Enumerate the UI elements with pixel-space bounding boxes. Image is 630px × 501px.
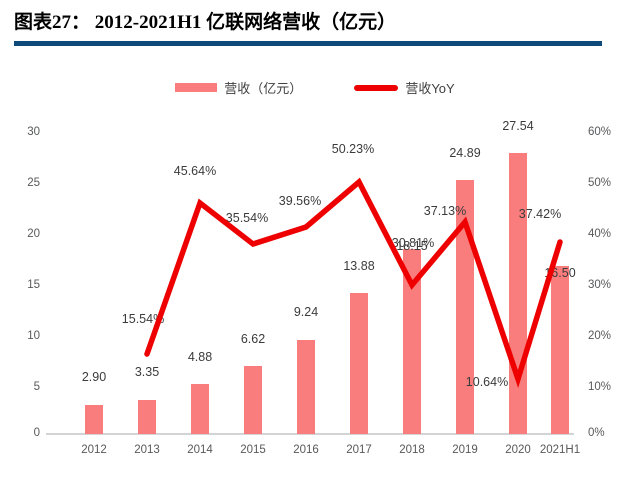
line-swatch-icon bbox=[354, 84, 399, 91]
bar-2018[interactable] bbox=[403, 249, 421, 434]
x-tick-2018: 2018 bbox=[399, 444, 425, 456]
x-tick-2016: 2016 bbox=[293, 444, 319, 456]
x-tick-2017: 2017 bbox=[346, 444, 372, 456]
bar-2013[interactable] bbox=[138, 400, 156, 434]
yoy-label-2021h1: 37.42% bbox=[518, 207, 562, 221]
yoy-label-2013: 15.54% bbox=[121, 312, 165, 326]
bar-value-2013: 3.35 bbox=[134, 365, 160, 379]
bar-value-2019: 24.89 bbox=[449, 146, 481, 160]
bar-2012[interactable] bbox=[85, 405, 103, 434]
bar-value-2012: 2.90 bbox=[81, 370, 107, 384]
yoy-label-2020: 10.64% bbox=[465, 375, 509, 389]
chart-title-block: 图表27： 2012-2021H1 亿联网络营收（亿元） bbox=[14, 10, 614, 46]
y-right-tick-0: 0% bbox=[588, 427, 605, 439]
y-right-tick-30: 30% bbox=[588, 279, 612, 291]
x-tick-2012: 2012 bbox=[81, 444, 107, 456]
bar-swatch-icon bbox=[175, 83, 218, 92]
yoy-label-2019: 37.13% bbox=[423, 204, 467, 218]
yoy-label-2014: 45.64% bbox=[173, 164, 217, 178]
y-right-tick-50: 50% bbox=[588, 177, 612, 189]
yoy-label-2015: 35.54% bbox=[225, 211, 269, 225]
bar-value-2017: 13.88 bbox=[343, 259, 375, 273]
y-left-tick-10: 10 bbox=[27, 330, 40, 342]
yoy-polyline bbox=[144, 177, 563, 388]
bar-2016[interactable] bbox=[297, 340, 315, 434]
x-axis-baseline bbox=[46, 433, 574, 435]
x-tick-2019: 2019 bbox=[452, 444, 478, 456]
y-right-tick-60: 60% bbox=[588, 126, 612, 138]
y-left-tick-15: 15 bbox=[27, 279, 40, 291]
x-tick-2013: 2013 bbox=[134, 444, 160, 456]
chart-legend: 营收（亿元） 营收YoY bbox=[0, 78, 630, 97]
bar-value-2015: 6.62 bbox=[240, 332, 266, 346]
bar-2014[interactable] bbox=[191, 384, 209, 434]
legend-label-revenue: 营收（亿元） bbox=[224, 81, 303, 96]
y-left-tick-5: 5 bbox=[33, 381, 40, 393]
yoy-label-2016: 39.56% bbox=[278, 194, 322, 208]
legend-item-yoy[interactable]: 营收YoY bbox=[354, 78, 455, 97]
y-left-tick-20: 20 bbox=[27, 228, 40, 240]
bar-2017[interactable] bbox=[350, 293, 368, 434]
legend-item-revenue[interactable]: 营收（亿元） bbox=[175, 78, 302, 97]
x-tick-2015: 2015 bbox=[240, 444, 266, 456]
x-tick-2021h1: 2021H1 bbox=[539, 444, 581, 456]
x-tick-2020: 2020 bbox=[505, 444, 531, 456]
yoy-label-2017: 50.23% bbox=[331, 142, 375, 156]
y-right-tick-10: 10% bbox=[588, 381, 612, 393]
y-left-tick-30: 30 bbox=[27, 126, 40, 138]
bar-value-2016: 9.24 bbox=[293, 305, 319, 319]
legend-label-yoy: 营收YoY bbox=[405, 81, 455, 96]
yoy-label-2018: 30.81% bbox=[391, 236, 435, 250]
bar-value-2014: 4.88 bbox=[187, 350, 213, 364]
y-right-tick-20: 20% bbox=[588, 330, 612, 342]
bar-2015[interactable] bbox=[244, 366, 262, 434]
y-left-tick-0: 0 bbox=[33, 427, 40, 439]
x-tick-2014: 2014 bbox=[187, 444, 213, 456]
title-underline-rule bbox=[14, 41, 602, 46]
bar-2021h1[interactable] bbox=[551, 266, 569, 434]
bar-value-2018: 18.15 bbox=[396, 239, 428, 253]
bar-value-2020: 27.54 bbox=[502, 119, 534, 133]
y-right-tick-40: 40% bbox=[588, 228, 612, 240]
page-title: 图表27： 2012-2021H1 亿联网络营收（亿元） bbox=[14, 12, 397, 33]
y-left-tick-25: 25 bbox=[27, 177, 40, 189]
